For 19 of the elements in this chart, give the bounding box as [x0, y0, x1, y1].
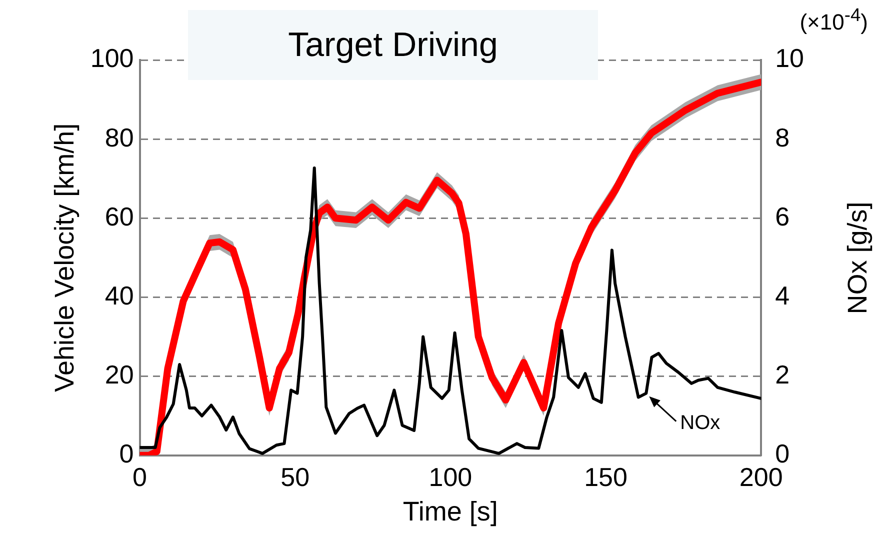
y2-tick-label: 10: [775, 43, 804, 74]
x-tick-label: 150: [584, 462, 628, 492]
y-tick-label: 40: [104, 280, 134, 310]
text: (×10$^{-4}$): [800, 4, 868, 36]
annotation: NOx: [680, 412, 720, 434]
y-tick-label: 20: [104, 359, 134, 390]
x-tick-label: 50: [280, 462, 310, 492]
y2-axis-title: NOx [g/s]: [842, 202, 874, 314]
y2-tick-label: 2: [775, 359, 790, 390]
y-tick-label: 0: [119, 438, 134, 469]
y2-tick-label: 4: [775, 280, 790, 310]
x-axis-title: Time [s]: [402, 496, 498, 526]
y2-tick-label: 8: [775, 122, 790, 152]
y2-tick-label: 6: [775, 201, 790, 232]
x-tick-label: 100: [428, 462, 472, 492]
y-axis-title: Vehicle Velocity [km/h]: [50, 123, 80, 392]
y-tick-label: 80: [104, 122, 134, 152]
y-tick-label: 100: [90, 43, 134, 74]
y-tick-label: 60: [104, 201, 134, 232]
